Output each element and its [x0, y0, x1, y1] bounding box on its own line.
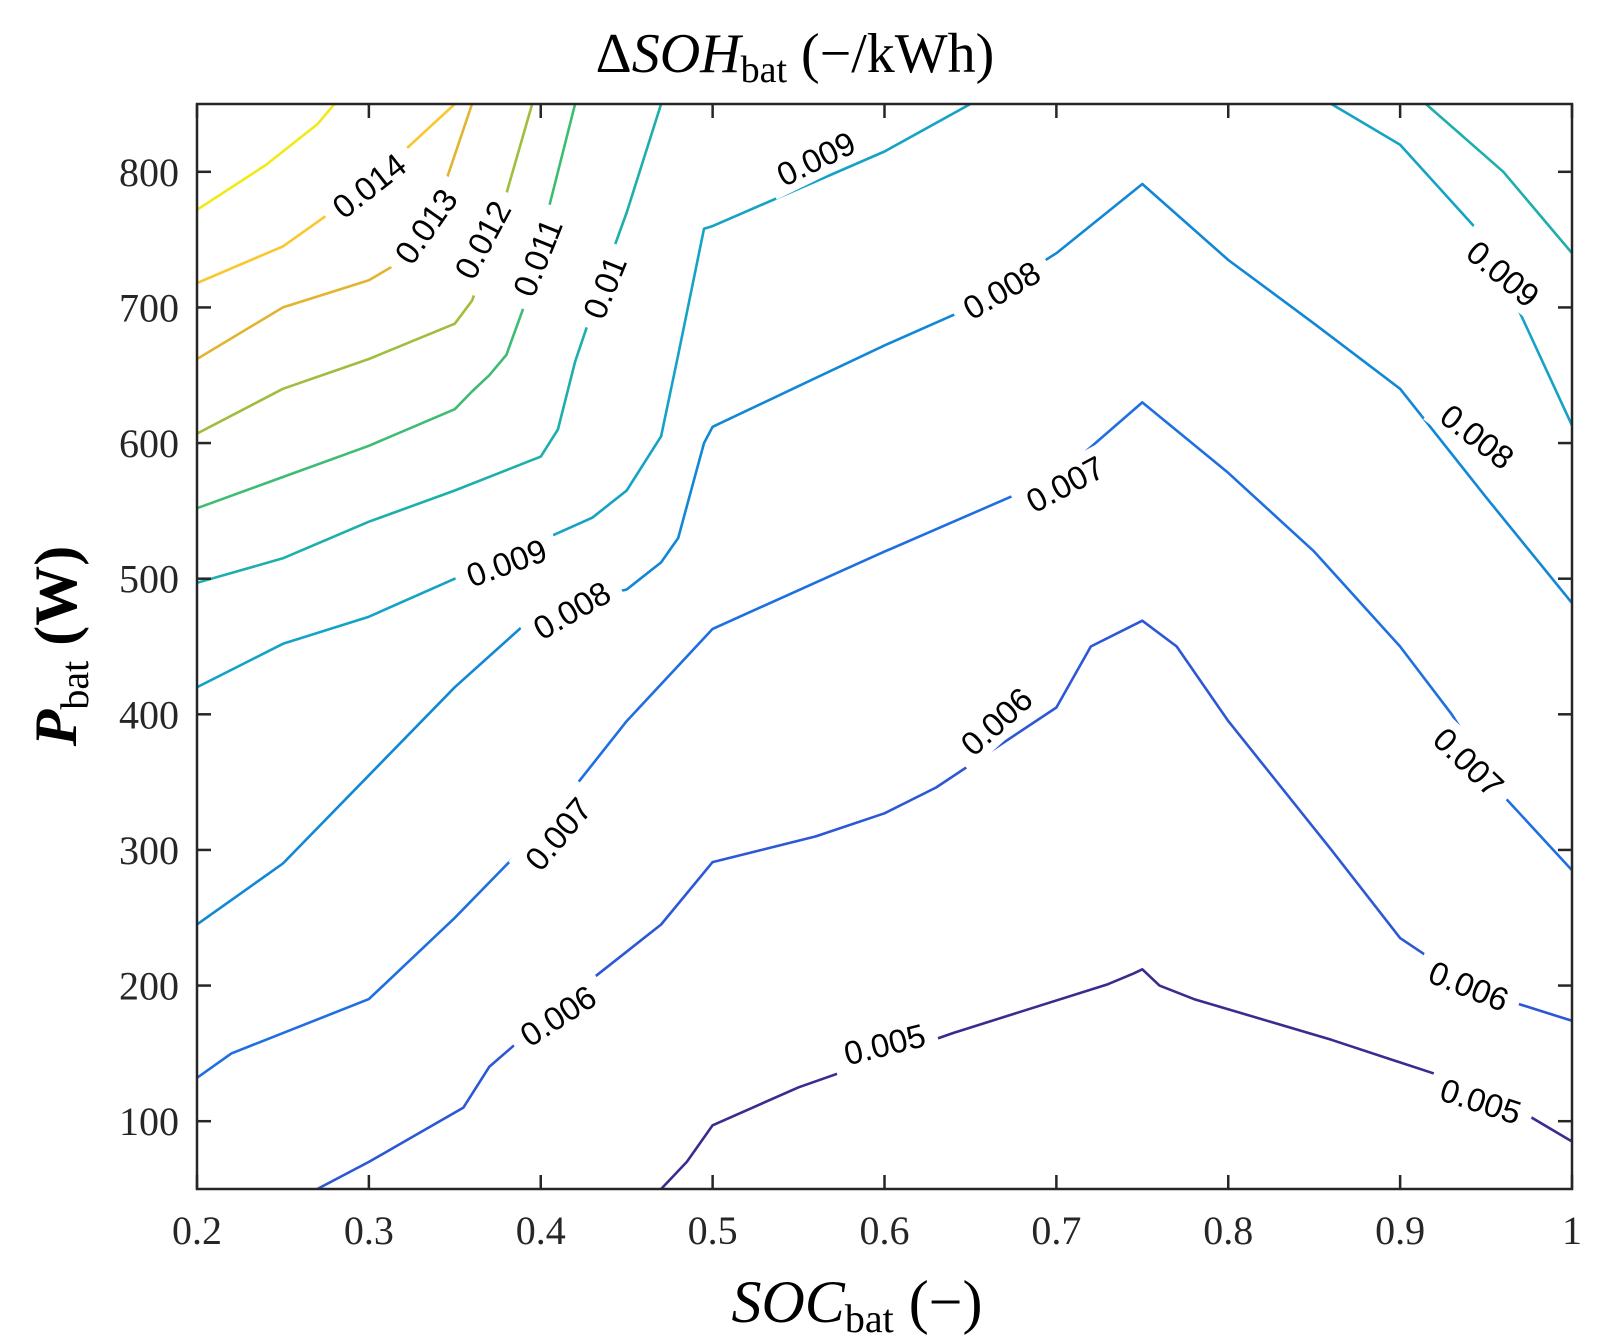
x-axis-title-suffix: (−) — [894, 1269, 983, 1335]
contour-label-11: 0.009 — [449, 525, 564, 600]
x-tick-label-0: 0.2 — [172, 1208, 222, 1253]
x-tick-label-3: 0.5 — [688, 1208, 738, 1253]
chart-title-sub: bat — [741, 49, 788, 91]
contour-label-3: 0.006 — [943, 670, 1050, 772]
chart-title-main: SOH — [632, 23, 743, 85]
y-tick-label-7: 800 — [119, 150, 179, 195]
contour-label-1: 0.005 — [1424, 1065, 1538, 1137]
chart-title-prefix: Δ — [596, 23, 632, 85]
y-axis-title-main: P — [23, 708, 89, 747]
y-tick-label-3: 400 — [119, 692, 179, 737]
contour-label-text: 0.008 — [527, 574, 617, 647]
contour-label-bg — [502, 969, 614, 1062]
y-axis-title-sub: bat — [52, 661, 97, 710]
y-tick-label-5: 600 — [119, 421, 179, 466]
contour-label-13: 0.009 — [1449, 223, 1557, 324]
y-axis-title: Pbat (W) — [23, 546, 97, 748]
x-axis-title: SOCbat (−) — [731, 1269, 982, 1341]
contour-label-bg — [943, 670, 1050, 772]
contour-line-0.011-0 — [197, 104, 577, 510]
contour-label-bg — [498, 200, 576, 315]
y-axis-ticks: 100 200 300 400 500 600 700 800 — [119, 150, 1572, 1144]
contour-line-0.008-0 — [197, 182, 1572, 926]
contour-label-bg — [569, 238, 640, 336]
x-tick-label-8: 1 — [1562, 1208, 1582, 1253]
contour-labels: 0.005 0.005 0.006 0.006 0.006 0.007 0.007 0.007… — [314, 116, 1557, 1137]
contour-label-text: 0.011 — [506, 213, 570, 301]
contour-label-text: 0.006 — [513, 978, 602, 1054]
contour-label-bg — [1416, 710, 1522, 814]
contour-label-bg — [378, 171, 473, 282]
x-tick-label-7: 0.9 — [1375, 1208, 1425, 1253]
contour-label-bg — [508, 780, 608, 888]
contour-label-text: 0.006 — [1423, 953, 1513, 1018]
x-tick-label-4: 0.6 — [860, 1208, 910, 1253]
y-tick-label-6: 700 — [119, 285, 179, 330]
contour-label-bg — [1412, 947, 1526, 1025]
contour-line-0.009-0 — [197, 104, 972, 689]
contour-label-12: 0.009 — [759, 116, 873, 200]
contour-label-bg — [945, 245, 1058, 334]
contour-label-5: 0.007 — [508, 780, 608, 888]
y-axis-title-suffix: (W) — [23, 546, 89, 661]
contour-label-bg — [1423, 387, 1532, 485]
contour-line-0.01-1 — [1425, 104, 1572, 255]
y-tick-label-1: 200 — [119, 964, 179, 1009]
contour-label-bg — [827, 1011, 942, 1077]
y-tick-label-4: 500 — [119, 557, 179, 602]
x-tick-label-6: 0.8 — [1203, 1208, 1253, 1253]
contour-line-0.006-0 — [316, 619, 1572, 1189]
contour-label-6: 0.007 — [1008, 441, 1122, 527]
contour-lines — [197, 104, 1572, 1189]
contour-label-9: 0.008 — [945, 245, 1058, 334]
contour-label-bg — [449, 525, 564, 600]
x-tick-label-1: 0.3 — [344, 1208, 394, 1253]
x-tick-label-5: 0.7 — [1031, 1208, 1081, 1253]
contour-line-0.009-1 — [1330, 104, 1572, 426]
contour-label-0: 0.005 — [827, 1011, 942, 1077]
contour-label-7: 0.007 — [1416, 710, 1522, 814]
x-axis-title-main: SOC — [731, 1269, 845, 1335]
contour-label-8: 0.008 — [515, 565, 628, 654]
contour-label-text: 0.009 — [461, 531, 551, 594]
contour-label-14: 0.01 — [569, 238, 640, 336]
contour-line-0.01-0 — [197, 104, 663, 585]
y-tick-label-2: 300 — [119, 828, 179, 873]
contour-label-text: 0.008 — [957, 254, 1047, 327]
contour-label-4: 0.006 — [1412, 947, 1526, 1025]
contour-label-10: 0.008 — [1423, 387, 1532, 485]
contour-line-0.015-0 — [197, 104, 336, 211]
y-tick-label-0: 100 — [119, 1099, 179, 1144]
x-axis-title-sub: bat — [845, 1296, 894, 1341]
contour-label-2: 0.006 — [502, 969, 614, 1062]
contour-label-bg — [439, 183, 525, 297]
contour-line-0.007-0 — [197, 401, 1572, 1079]
chart-title: ΔSOHbat (−/kWh) — [596, 23, 995, 91]
contour-label-bg — [1424, 1065, 1538, 1137]
x-axis-ticks: 0.2 0.3 0.4 0.5 0.6 0.7 0.8 0.9 1 — [172, 104, 1582, 1253]
contour-label-bg — [1008, 441, 1122, 527]
chart-title-suffix: (−/kWh) — [787, 23, 994, 85]
contour-label-bg — [314, 136, 424, 234]
contour-label-bg — [515, 565, 628, 654]
contour-line-0.005-0 — [660, 968, 1572, 1189]
contour-label-bg — [759, 116, 873, 200]
contour-label-bg — [1449, 223, 1557, 324]
contour-label-text: 0.009 — [771, 124, 861, 193]
contour-label-text: 0.007 — [1020, 449, 1110, 520]
x-tick-label-2: 0.4 — [516, 1208, 566, 1253]
